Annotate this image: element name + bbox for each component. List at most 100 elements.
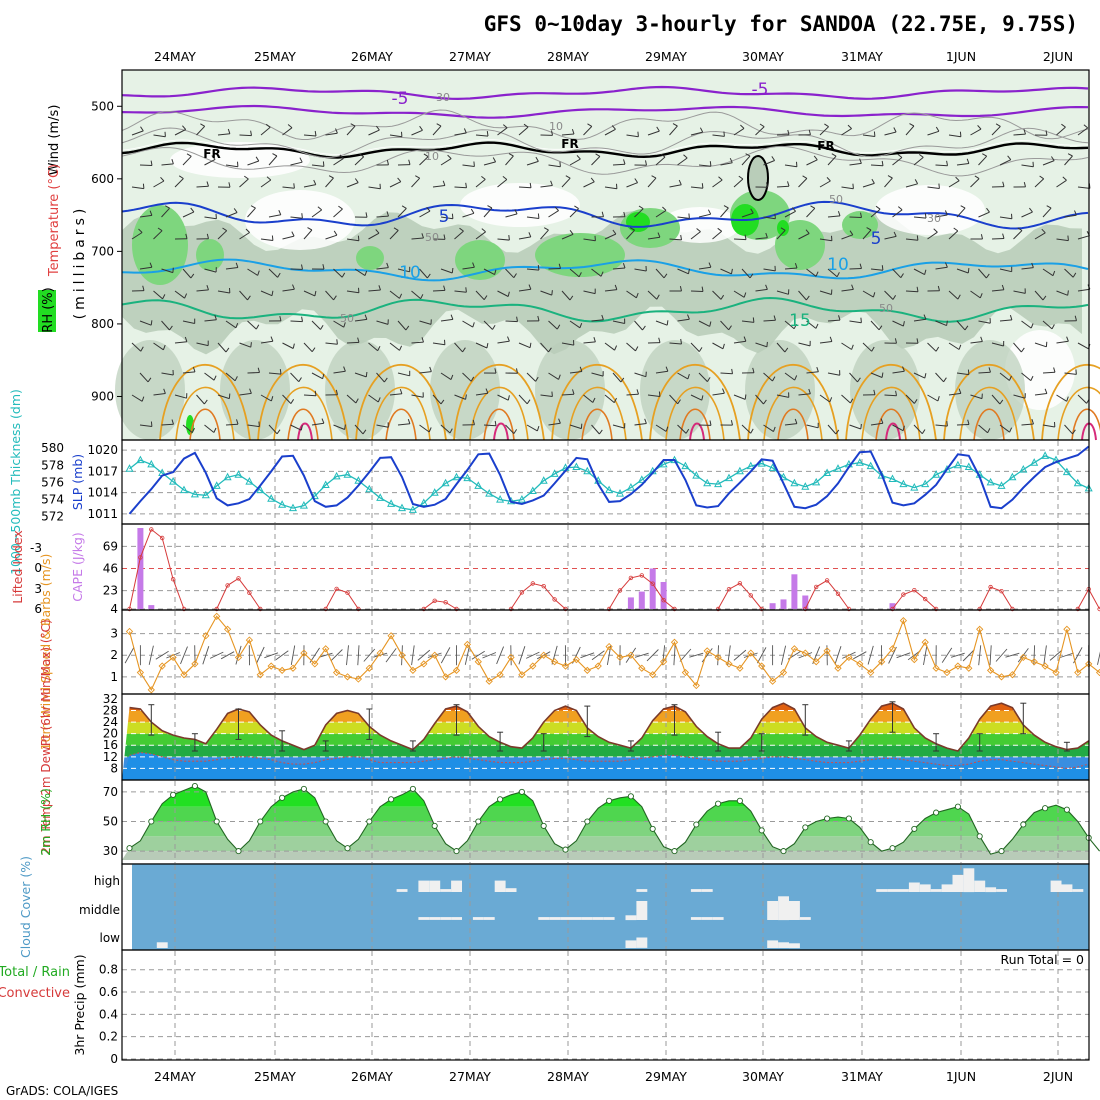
upper-barb-3-2 xyxy=(182,211,195,218)
upper-barb-7-25 xyxy=(677,318,690,322)
upper-barb-6-43 xyxy=(1056,290,1068,296)
upper-barb-flag-6-26 xyxy=(701,286,704,292)
cloud-high-bar-86 xyxy=(1061,884,1073,892)
thickness-marker-12 xyxy=(256,485,265,494)
wind10-barb-65 xyxy=(834,646,842,665)
rh-marker-84 xyxy=(1042,805,1049,812)
upper-barb-5-13 xyxy=(419,268,428,279)
cloud-high-bar-53 xyxy=(701,889,713,892)
wind10-marker-56 xyxy=(736,664,744,672)
upper-barb-5-40 xyxy=(999,268,1012,273)
upper-barb-flag-1-18 xyxy=(535,156,539,162)
upper-barb-flag-8-28 xyxy=(743,336,747,342)
upper-barb-0-17 xyxy=(497,127,508,136)
upper-barb-flag-6-17 xyxy=(507,291,510,297)
upper-barb-2-10 xyxy=(346,182,359,188)
upper-barb-flag-3-23 xyxy=(638,205,644,210)
upper-barb-2-9 xyxy=(325,177,334,188)
cloud-middle-bar-52 xyxy=(690,917,702,920)
upper-barb-6-31 xyxy=(798,290,807,301)
upper-barb-flag-1-42 xyxy=(1050,156,1055,161)
upper-barb-flag-9-17 xyxy=(516,368,518,374)
wind10-barb-12 xyxy=(255,646,265,664)
upper-barb-6-10 xyxy=(346,290,359,294)
cloud-high-bar-85 xyxy=(1050,880,1062,892)
lifted-index-marker-0-1 xyxy=(138,555,143,560)
upper-barb-flag-8-8 xyxy=(311,347,316,352)
upper-barb-flag-5-42 xyxy=(1052,270,1056,276)
date-label-2jun: 2JUN xyxy=(1043,1069,1073,1084)
upper-barb-4-27 xyxy=(712,230,723,240)
upper-barb-3-20 xyxy=(569,208,579,218)
rh-marker-64 xyxy=(824,815,831,822)
rh-contour-label-0: 30 xyxy=(436,91,450,104)
upper-barb-flag-1-33 xyxy=(859,158,862,164)
upper-barb-0-22 xyxy=(604,128,616,136)
thickness-marker-70 xyxy=(888,474,897,482)
upper-barb-4-4 xyxy=(217,230,228,240)
upper-barb-flag-0-19 xyxy=(551,130,553,136)
upper-barb-4-38 xyxy=(948,230,959,240)
wind10-barb-54 xyxy=(717,645,719,666)
isotherm-25-arch-2 xyxy=(385,408,417,441)
upper-barb-flag-2-20 xyxy=(565,175,571,179)
lifted-index-marker-6-4 xyxy=(759,606,764,612)
cloud-level-middle: middle xyxy=(79,903,120,917)
upper-barb-2-37 xyxy=(927,186,940,189)
upper-barb-flag-2-21 xyxy=(590,177,595,183)
upper-barb-flag-8-13 xyxy=(421,337,424,343)
wind10-marker-82 xyxy=(1019,653,1027,662)
upper-barb-0-2 xyxy=(174,129,186,136)
upper-barb-0-28 xyxy=(733,127,745,136)
upper-barb-flag-4-25 xyxy=(680,234,682,240)
upper-barb-3-12 xyxy=(397,208,407,218)
upper-barb-flag-0-23 xyxy=(637,131,639,137)
upper-barb-flag-9-4 xyxy=(234,376,238,382)
upper-barb-5-42 xyxy=(1042,268,1054,277)
upper-barb-0-25 xyxy=(669,125,678,136)
rh-low-patch-8 xyxy=(955,340,1025,440)
thickness-marker-0 xyxy=(125,464,134,472)
upper-barb-2-21 xyxy=(583,181,595,188)
thickness-marker-27 xyxy=(419,498,428,506)
upper-barb-8-15 xyxy=(454,342,463,353)
date-label-31may: 31MAY xyxy=(841,1069,883,1084)
wind10-barb-42 xyxy=(580,652,595,659)
isotherm-20-arch-7 xyxy=(845,363,937,441)
upper-barb-flag-9-35 xyxy=(902,366,905,372)
upper-barb-0-36 xyxy=(905,125,915,136)
upper-barb-1-14 xyxy=(440,158,452,166)
thickness-marker-6 xyxy=(190,489,199,498)
upper-barb-flag-8-1 xyxy=(162,344,166,350)
lifted-index-marker-8-4 xyxy=(933,606,939,612)
upper-barb-5-33 xyxy=(849,268,862,270)
upper-barb-9-11 xyxy=(376,372,385,383)
upper-barb-flag-9-13 xyxy=(429,366,432,372)
upper-barb-3-38 xyxy=(956,207,966,218)
upper-barb-8-43 xyxy=(1056,340,1069,344)
wind10-marker-0 xyxy=(125,627,134,636)
upper-barb-7-37 xyxy=(935,320,947,327)
upper-barb-flag-3-28 xyxy=(750,208,754,214)
lifted-index-marker-1-3 xyxy=(247,590,252,595)
upper-barb-1-37 xyxy=(935,164,948,167)
isotherm-20b-arch-1 xyxy=(273,386,333,441)
thickness-marker-84 xyxy=(1041,451,1050,459)
upper-barb-7-3 xyxy=(204,319,217,322)
dewpt-fill xyxy=(122,752,1089,780)
upper-barb-flag-7-43 xyxy=(1074,315,1077,321)
upper-barb-flag-5-41 xyxy=(1031,262,1034,268)
upper-barb-flag-1-20 xyxy=(576,155,581,160)
upper-barb-4-9 xyxy=(325,234,338,240)
lifted-index-marker-4-4 xyxy=(552,597,557,602)
upper-barb-2-3 xyxy=(196,185,209,188)
upper-barb-8-27 xyxy=(712,342,724,350)
upper-barb-flag-5-13 xyxy=(426,273,431,279)
upper-barb-3-36 xyxy=(913,216,927,219)
upper-barb-11-42 xyxy=(1042,424,1055,428)
upper-barb-11-13 xyxy=(419,424,430,433)
lifted-index-segment-8 xyxy=(892,589,937,610)
run-total-label: Run Total = 0 xyxy=(1000,952,1084,967)
wind10-marker-24 xyxy=(387,632,395,640)
